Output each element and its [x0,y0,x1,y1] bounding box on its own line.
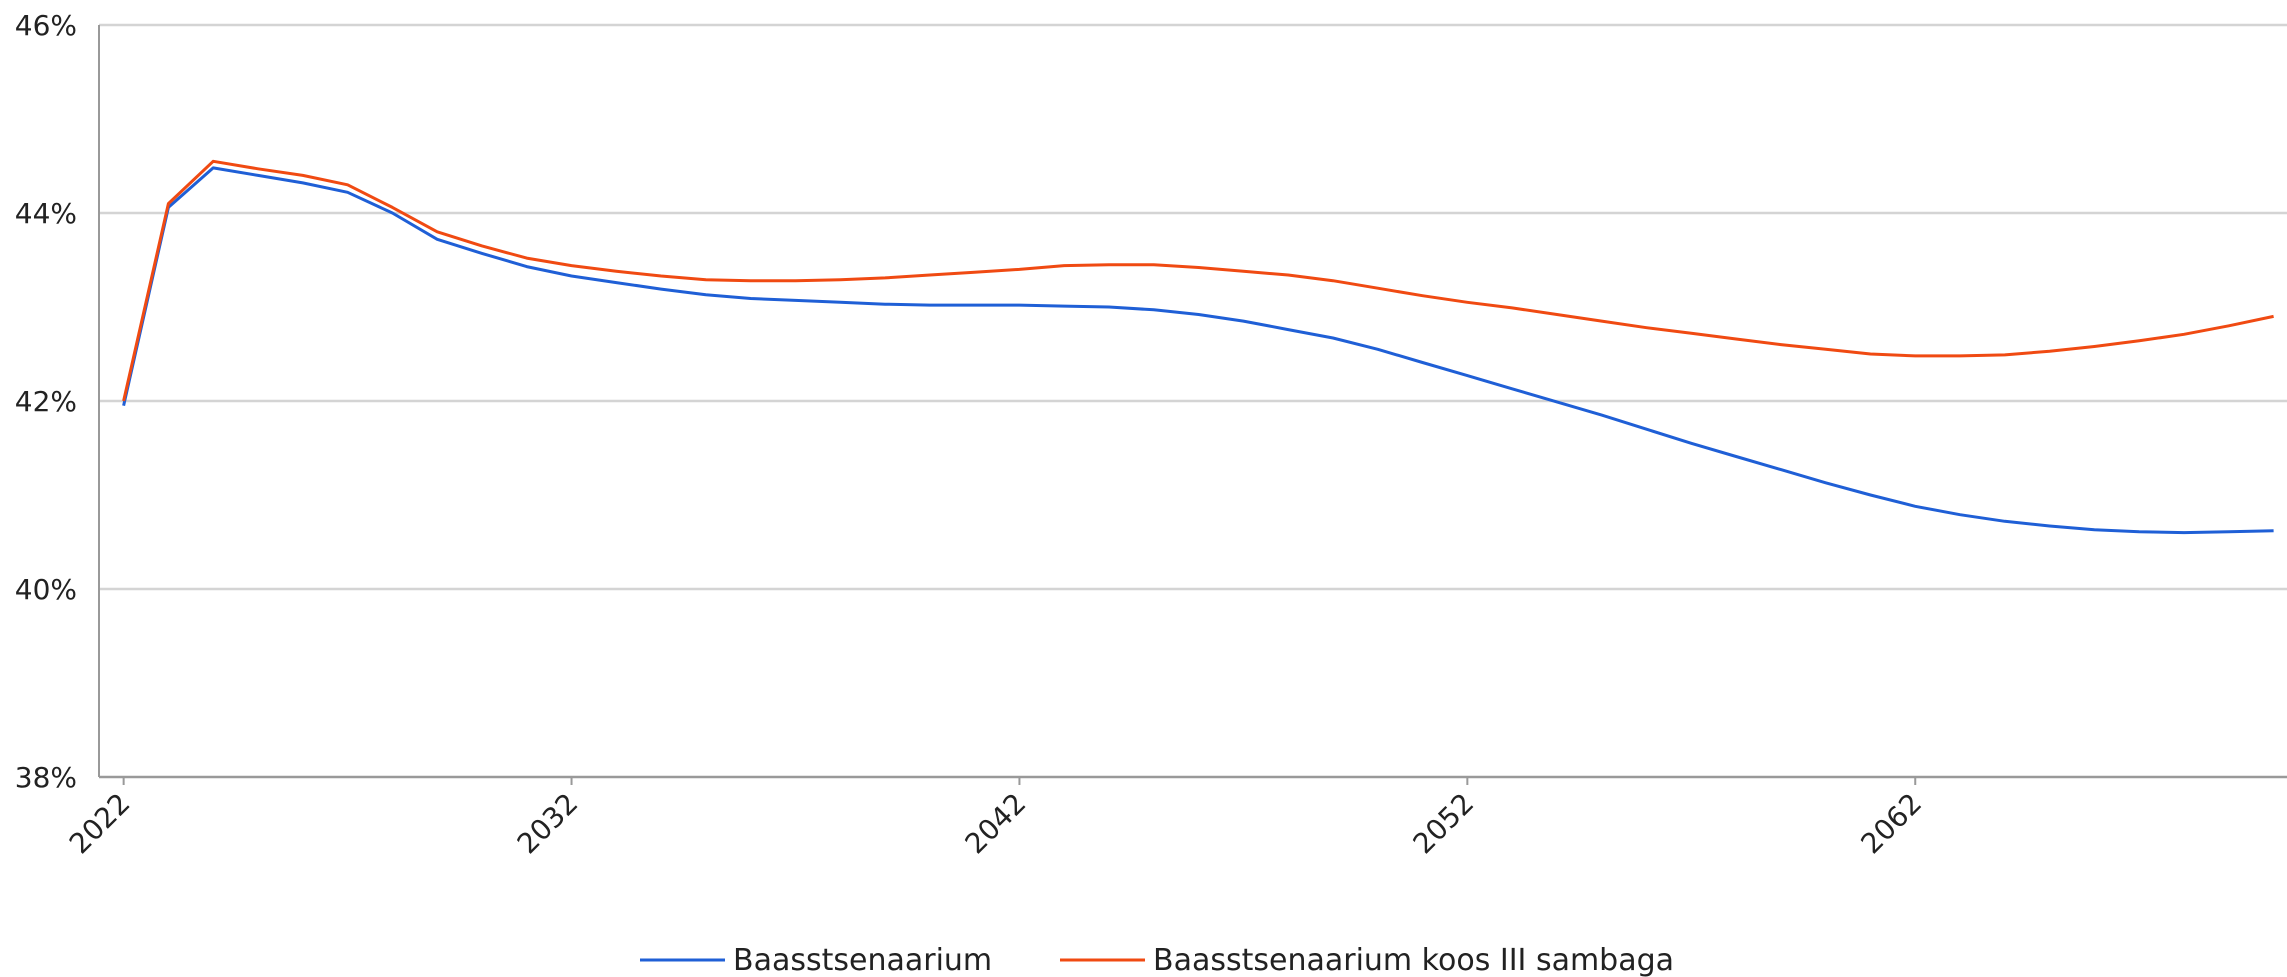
y-tick-label: 40% [15,573,77,606]
legend-label: Baasstsenaarium koos III sambaga [1153,943,1674,977]
series-line [122,159,2274,402]
x-tick-label: 2032 [511,787,585,861]
x-tick-label: 2022 [63,787,137,861]
y-tick-label: 42% [15,385,77,418]
x-tick-label: 2042 [959,787,1033,861]
x-tick-label: 2062 [1854,787,1928,861]
y-tick-label: 38% [15,761,77,794]
legend-label: Baasstsenaarium [733,943,992,977]
y-tick-label: 44% [15,197,77,230]
x-tick-label: 2052 [1407,787,1481,861]
series-line [122,166,2274,535]
y-tick-label: 46% [15,9,77,42]
